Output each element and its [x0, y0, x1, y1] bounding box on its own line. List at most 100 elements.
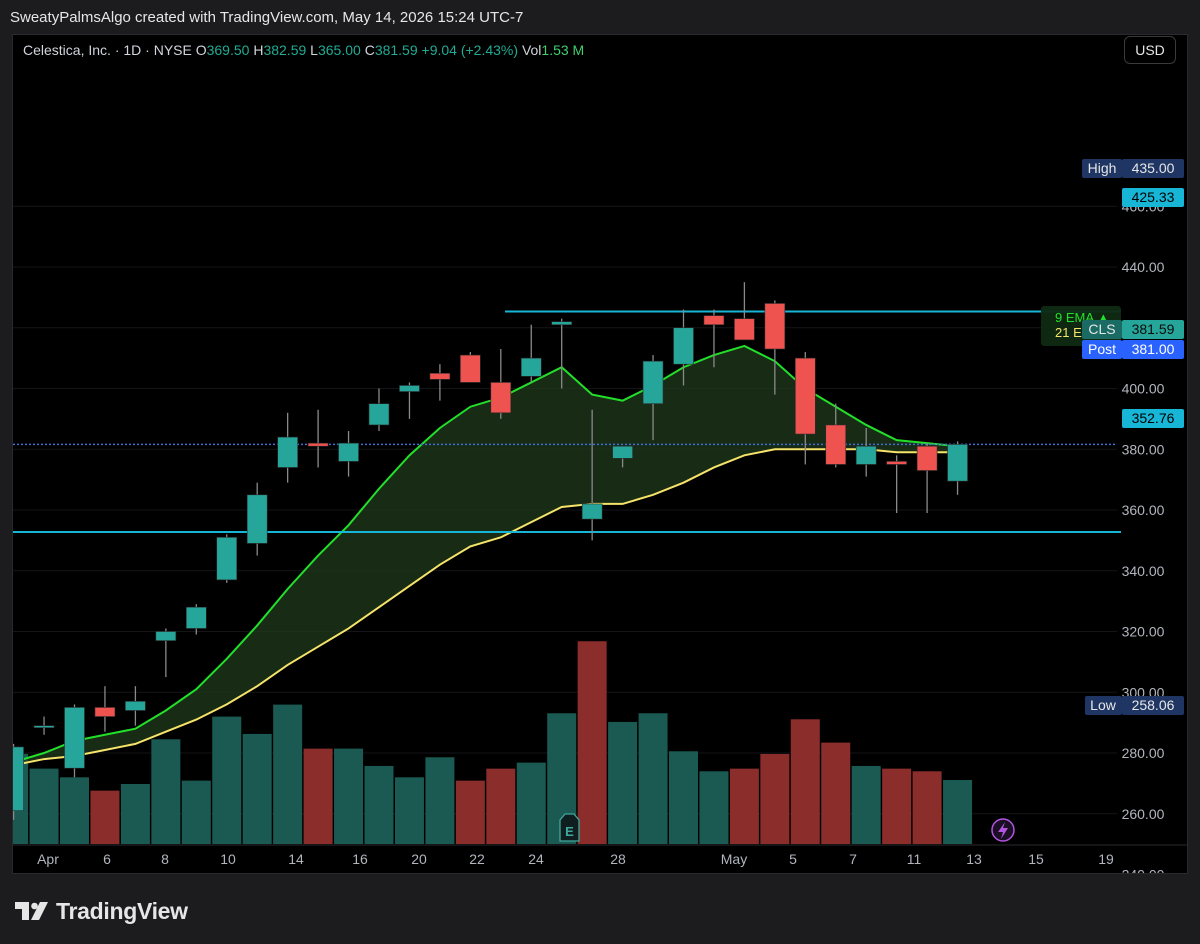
earnings-marker-label: E	[565, 824, 574, 839]
low-value: 258.06	[1132, 697, 1175, 713]
volume-bar	[212, 716, 242, 844]
candle[interactable]	[460, 352, 481, 383]
candle[interactable]	[947, 441, 968, 495]
candle[interactable]	[94, 686, 116, 732]
y-tick-label: 260.00	[1122, 806, 1165, 822]
candle[interactable]	[886, 455, 907, 514]
x-tick-label: 14	[288, 851, 304, 867]
candles[interactable]	[13, 282, 968, 820]
candle-body	[125, 701, 146, 711]
candle[interactable]	[33, 716, 55, 735]
candle-body	[855, 445, 877, 465]
volume-bar	[334, 748, 364, 844]
high-label-box	[1082, 159, 1122, 178]
volume-bar	[882, 768, 912, 844]
candle[interactable]	[125, 686, 146, 726]
candle[interactable]	[612, 445, 633, 468]
ema-ribbon	[13, 344, 958, 767]
candle-body	[581, 503, 603, 520]
x-tick-label: 16	[352, 851, 368, 867]
candle[interactable]	[520, 324, 542, 383]
candle[interactable]	[399, 382, 420, 419]
horizontal-lines[interactable]	[13, 310, 1121, 533]
volume-bar	[912, 771, 942, 844]
resistance-tag-box	[1122, 188, 1184, 207]
volume-bar	[425, 757, 455, 844]
candle-body	[551, 321, 573, 326]
x-tick-label: 7	[849, 851, 857, 867]
post-label-box	[1082, 340, 1122, 359]
candle-body	[886, 461, 907, 465]
price-axis[interactable]: 220.00240.00260.00280.00300.00320.00340.…	[1122, 198, 1165, 874]
high-legend-value: 382.59	[263, 42, 307, 58]
ema-fill	[13, 345, 958, 766]
candle[interactable]	[368, 388, 390, 432]
volume-bar	[151, 739, 181, 844]
candle-body	[916, 445, 938, 471]
candle[interactable]	[855, 427, 877, 477]
candle[interactable]	[155, 628, 177, 678]
volume-label: Vol	[521, 42, 542, 58]
volume-bar	[669, 751, 698, 844]
candle[interactable]	[307, 409, 329, 468]
chart-frame[interactable]: 220.00240.00260.00280.00300.00320.00340.…	[12, 34, 1188, 874]
volume-bar	[29, 768, 59, 844]
volume-bar	[699, 771, 729, 844]
close-value: 381.59	[374, 42, 418, 58]
candle[interactable]	[551, 318, 573, 389]
tradingview-logo-icon	[15, 902, 48, 920]
candle-body	[703, 315, 725, 326]
candle[interactable]	[429, 364, 451, 401]
candle[interactable]	[703, 309, 725, 368]
footer-brand[interactable]: TradingView	[14, 896, 188, 926]
event-markers[interactable]: E	[559, 813, 1015, 842]
x-tick-label: 22	[469, 851, 485, 867]
close-label: C	[364, 42, 375, 58]
candle-body	[825, 424, 847, 465]
x-tick-label: 11	[907, 851, 922, 867]
volume-bar	[608, 721, 638, 844]
currency-button[interactable]: USD	[1124, 36, 1176, 64]
low-label-box	[1085, 696, 1122, 715]
candle[interactable]	[581, 409, 603, 541]
x-tick-label: 13	[966, 851, 982, 867]
candle-body	[13, 746, 24, 812]
candle[interactable]	[490, 349, 512, 419]
candle[interactable]	[673, 309, 694, 386]
candle-body	[764, 303, 786, 350]
candle-body	[307, 442, 329, 447]
candle[interactable]	[825, 403, 847, 468]
candle[interactable]	[277, 412, 298, 483]
candle[interactable]	[916, 443, 938, 514]
volume-bar	[760, 753, 790, 844]
volume-bar	[790, 719, 820, 844]
candle[interactable]	[64, 704, 85, 778]
candle-body	[94, 707, 116, 717]
symbol-title[interactable]: Celestica, Inc. · 1D · NYSE	[23, 42, 192, 58]
candle[interactable]	[338, 431, 359, 477]
ohlc-legend[interactable]: Celestica, Inc. · 1D · NYSE O369.50 H382…	[23, 42, 584, 58]
volume-bar	[455, 780, 485, 844]
candle[interactable]	[186, 604, 207, 635]
candle[interactable]	[246, 482, 268, 556]
volume-bar	[181, 780, 211, 844]
candle[interactable]	[734, 282, 755, 341]
candle-body	[460, 354, 481, 383]
price-chart[interactable]: 220.00240.00260.00280.00300.00320.00340.…	[13, 35, 1188, 874]
lightning-marker[interactable]	[991, 818, 1015, 842]
low-legend-value: 365.00	[317, 42, 361, 58]
earnings-marker[interactable]: E	[559, 813, 580, 842]
volume-bar	[242, 733, 272, 844]
candle[interactable]	[216, 534, 238, 583]
candle[interactable]	[764, 300, 786, 395]
candle-body	[64, 707, 85, 769]
y-tick-label: 360.00	[1122, 502, 1165, 518]
candle[interactable]	[642, 355, 664, 441]
time-axis[interactable]: Apr 6 8 10 14 16 20 22 24 28 May 5 7 11 13 15 19	[13, 844, 1188, 867]
ema21-label: 21 E	[1055, 325, 1082, 340]
candle[interactable]	[13, 743, 24, 820]
candle-body	[673, 327, 694, 365]
resistance-tag: 425.33	[1132, 189, 1175, 205]
candle[interactable]	[794, 352, 816, 465]
post-label: Post	[1088, 341, 1116, 357]
